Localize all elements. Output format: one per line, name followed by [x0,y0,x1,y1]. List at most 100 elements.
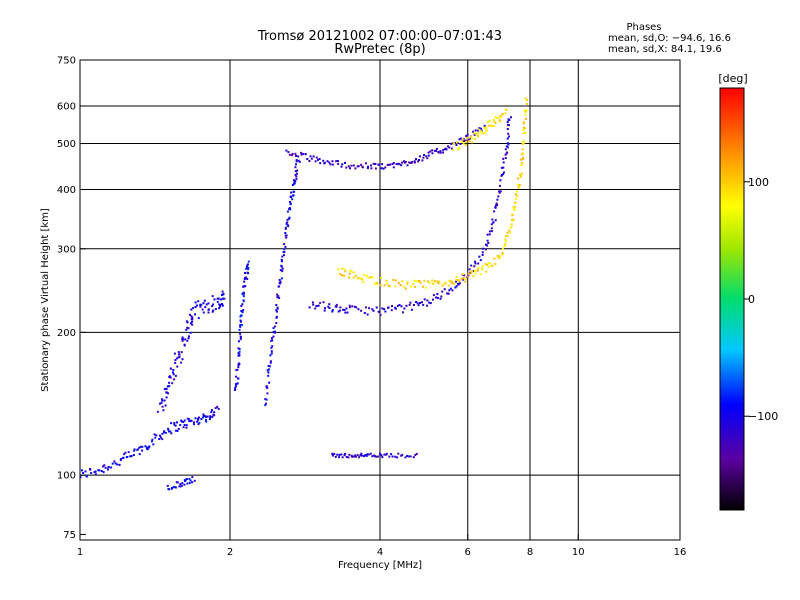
data-point [336,453,339,456]
data-point [385,452,388,455]
data-point [458,146,461,149]
data-point [168,430,170,433]
data-point [509,226,512,229]
data-point [358,277,361,280]
data-point [464,139,467,142]
data-point [94,470,97,473]
data-point [269,361,272,364]
data-point [281,267,284,270]
data-point [360,454,363,457]
x-tick-label: 4 [377,547,383,558]
data-point [506,231,509,234]
data-point [373,282,376,285]
data-point [434,280,436,283]
data-point [400,305,403,308]
data-point [493,257,496,260]
data-point [362,280,365,283]
data-point [308,306,311,309]
data-point [208,418,211,421]
data-point [387,284,390,287]
data-point [502,173,505,176]
y-tick-label: 600 [57,101,76,112]
data-point [104,466,107,469]
data-point [504,235,507,238]
data-point [326,160,329,163]
data-point [391,455,394,458]
data-point [236,382,239,385]
data-point [237,340,240,343]
data-point [433,149,436,152]
data-point [485,270,488,273]
data-point [168,488,170,491]
data-point [489,124,492,127]
data-point [477,262,480,265]
data-point [451,280,454,283]
data-point [337,268,340,271]
data-point [171,382,174,385]
data-point [246,266,248,269]
data-point [372,309,375,312]
data-point [348,453,351,456]
data-point [319,301,322,304]
x-tick-label: 8 [527,547,533,558]
data-point [267,371,270,374]
data-point [378,164,381,166]
data-point [172,369,175,371]
data-point [432,282,435,285]
data-point [292,179,295,182]
data-point [191,320,194,323]
data-point [390,309,393,312]
data-point [369,452,372,455]
data-point [416,280,419,283]
data-point [506,146,509,149]
data-point [139,445,142,448]
data-point [169,367,172,370]
data-point [211,310,214,313]
data-point [441,290,444,293]
x-tick-label: 6 [465,547,471,558]
data-point [219,305,221,308]
data-point [276,296,279,299]
data-point [505,240,507,243]
data-point [437,282,440,285]
data-point [214,407,217,410]
data-point [486,263,489,266]
data-point [295,172,298,175]
data-point [185,426,188,429]
data-point [213,298,216,301]
data-point [280,264,283,267]
data-point [278,297,281,299]
data-point [361,278,364,281]
data-point [383,284,386,287]
data-point [177,356,180,359]
data-point [520,164,523,167]
data-point [494,122,497,124]
data-point [223,297,226,300]
data-point [453,142,455,145]
data-point [243,278,246,280]
data-point [100,470,103,472]
data-point [176,365,179,368]
data-point [495,202,498,205]
data-point [462,273,465,276]
data-point [387,306,390,309]
data-point [499,256,502,259]
data-point [284,227,287,230]
data-point [457,148,460,151]
data-point [181,482,184,485]
data-point [331,310,334,313]
data-point [521,157,524,159]
data-point [399,284,402,287]
data-point [511,219,514,222]
data-point [400,454,403,457]
data-point [295,163,297,166]
data-point [164,404,167,407]
data-point [110,466,113,469]
data-point [84,470,87,473]
data-point [302,152,305,155]
data-point [242,295,245,298]
data-point [138,446,141,449]
data-point [283,248,286,251]
data-point [404,287,407,290]
data-point [241,292,244,295]
